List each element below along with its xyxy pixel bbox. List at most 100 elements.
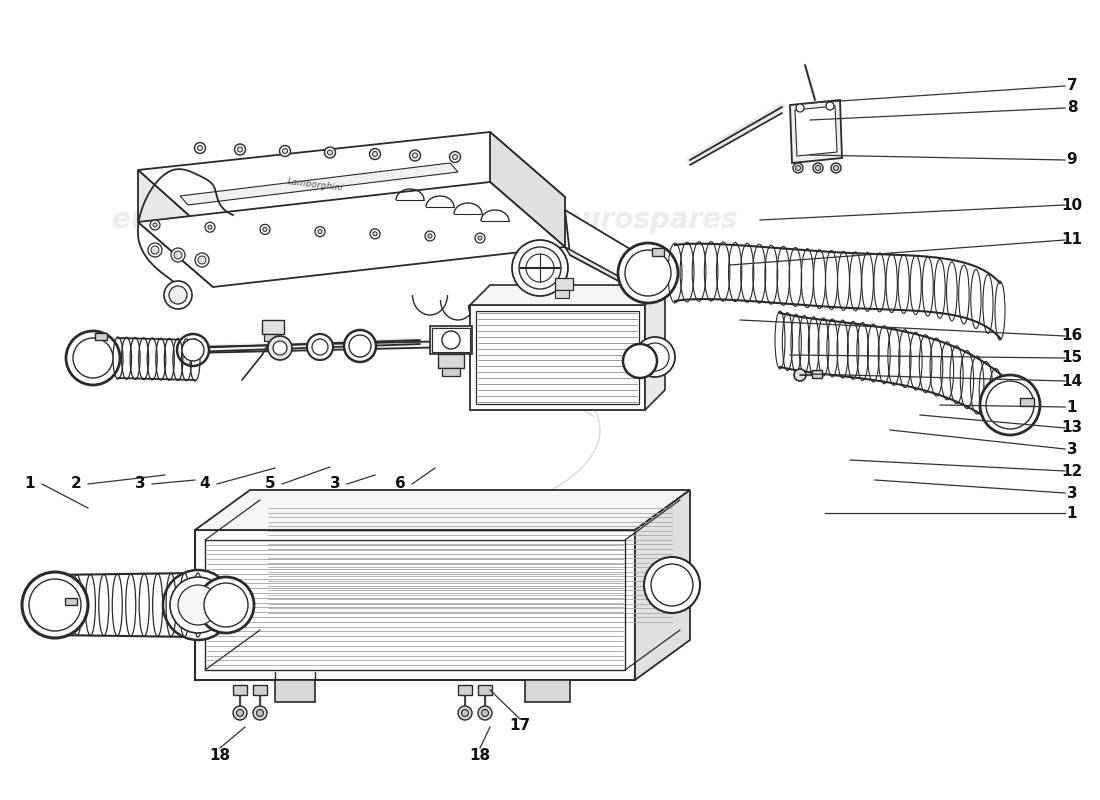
Bar (262, 320, 284, 334)
Circle shape (236, 710, 243, 717)
Circle shape (370, 229, 379, 238)
Circle shape (324, 147, 336, 158)
Circle shape (29, 579, 81, 631)
Circle shape (177, 334, 209, 366)
Circle shape (283, 149, 287, 154)
Bar (432, 328, 470, 352)
Circle shape (66, 331, 120, 385)
Text: eurospares: eurospares (112, 206, 288, 234)
Circle shape (815, 166, 821, 170)
Circle shape (268, 336, 292, 360)
Text: 6: 6 (395, 477, 406, 491)
Bar (556, 290, 569, 298)
Circle shape (234, 144, 245, 155)
Circle shape (442, 331, 460, 349)
Circle shape (373, 151, 377, 157)
Polygon shape (138, 132, 565, 237)
Circle shape (651, 564, 693, 606)
Text: 1: 1 (1067, 506, 1077, 521)
Circle shape (238, 147, 242, 152)
Circle shape (986, 381, 1034, 429)
Text: 7: 7 (1067, 78, 1077, 94)
Polygon shape (470, 305, 645, 410)
Circle shape (412, 153, 418, 158)
Text: 13: 13 (1062, 421, 1082, 435)
Text: 5: 5 (265, 477, 275, 491)
Circle shape (253, 706, 267, 720)
Text: 10: 10 (1062, 198, 1082, 213)
Circle shape (178, 585, 218, 625)
Circle shape (273, 341, 287, 355)
Circle shape (208, 226, 212, 230)
Circle shape (260, 224, 270, 234)
Bar (205, 540, 625, 670)
Text: 11: 11 (1062, 233, 1082, 247)
Circle shape (458, 706, 472, 720)
Circle shape (641, 343, 669, 371)
Circle shape (813, 163, 823, 173)
Text: 15: 15 (1062, 350, 1082, 366)
Text: 1: 1 (1067, 399, 1077, 414)
Bar (478, 685, 492, 695)
Circle shape (328, 150, 332, 155)
Circle shape (307, 334, 333, 360)
Polygon shape (195, 530, 635, 680)
Circle shape (450, 151, 461, 162)
Text: 18: 18 (209, 749, 231, 763)
Polygon shape (795, 106, 837, 156)
Text: 3: 3 (1067, 442, 1077, 457)
Circle shape (373, 232, 377, 236)
Text: 3: 3 (330, 477, 340, 491)
Polygon shape (180, 163, 458, 205)
Circle shape (830, 163, 842, 173)
Circle shape (482, 710, 488, 717)
Circle shape (623, 344, 657, 378)
Circle shape (428, 234, 432, 238)
Text: eurospares: eurospares (97, 566, 273, 594)
Bar (65, 598, 77, 605)
Text: Lamborghini: Lamborghini (286, 177, 343, 193)
Text: 4: 4 (200, 477, 210, 491)
Polygon shape (565, 210, 645, 295)
Circle shape (148, 243, 162, 257)
Text: 2: 2 (70, 477, 81, 491)
Text: 3: 3 (1067, 486, 1077, 501)
Circle shape (370, 149, 381, 159)
Circle shape (182, 339, 204, 361)
Circle shape (409, 150, 420, 161)
Circle shape (519, 247, 561, 289)
Bar (233, 685, 248, 695)
Circle shape (204, 583, 248, 627)
Text: 1: 1 (24, 477, 35, 491)
Circle shape (793, 163, 803, 173)
Circle shape (315, 226, 324, 237)
Circle shape (198, 146, 202, 150)
Circle shape (174, 251, 182, 259)
Polygon shape (490, 132, 565, 247)
Text: eurospares: eurospares (513, 566, 688, 594)
Circle shape (526, 254, 554, 282)
Bar (442, 368, 460, 376)
Text: 18: 18 (470, 749, 491, 763)
Polygon shape (635, 490, 690, 680)
Text: 3: 3 (134, 477, 145, 491)
Text: 17: 17 (509, 718, 530, 734)
Circle shape (796, 104, 804, 112)
Circle shape (198, 256, 206, 264)
Circle shape (151, 246, 160, 254)
Polygon shape (470, 285, 666, 305)
Circle shape (150, 220, 160, 230)
Polygon shape (195, 490, 690, 530)
Text: eurospares: eurospares (562, 206, 738, 234)
Text: 12: 12 (1062, 463, 1082, 478)
Bar (253, 685, 267, 695)
Bar (430, 326, 472, 354)
Circle shape (980, 375, 1040, 435)
Bar (458, 685, 472, 695)
Circle shape (169, 286, 187, 304)
Circle shape (170, 577, 226, 633)
Text: 16: 16 (1062, 329, 1082, 343)
Circle shape (425, 231, 435, 241)
Circle shape (198, 577, 254, 633)
Circle shape (644, 557, 700, 613)
